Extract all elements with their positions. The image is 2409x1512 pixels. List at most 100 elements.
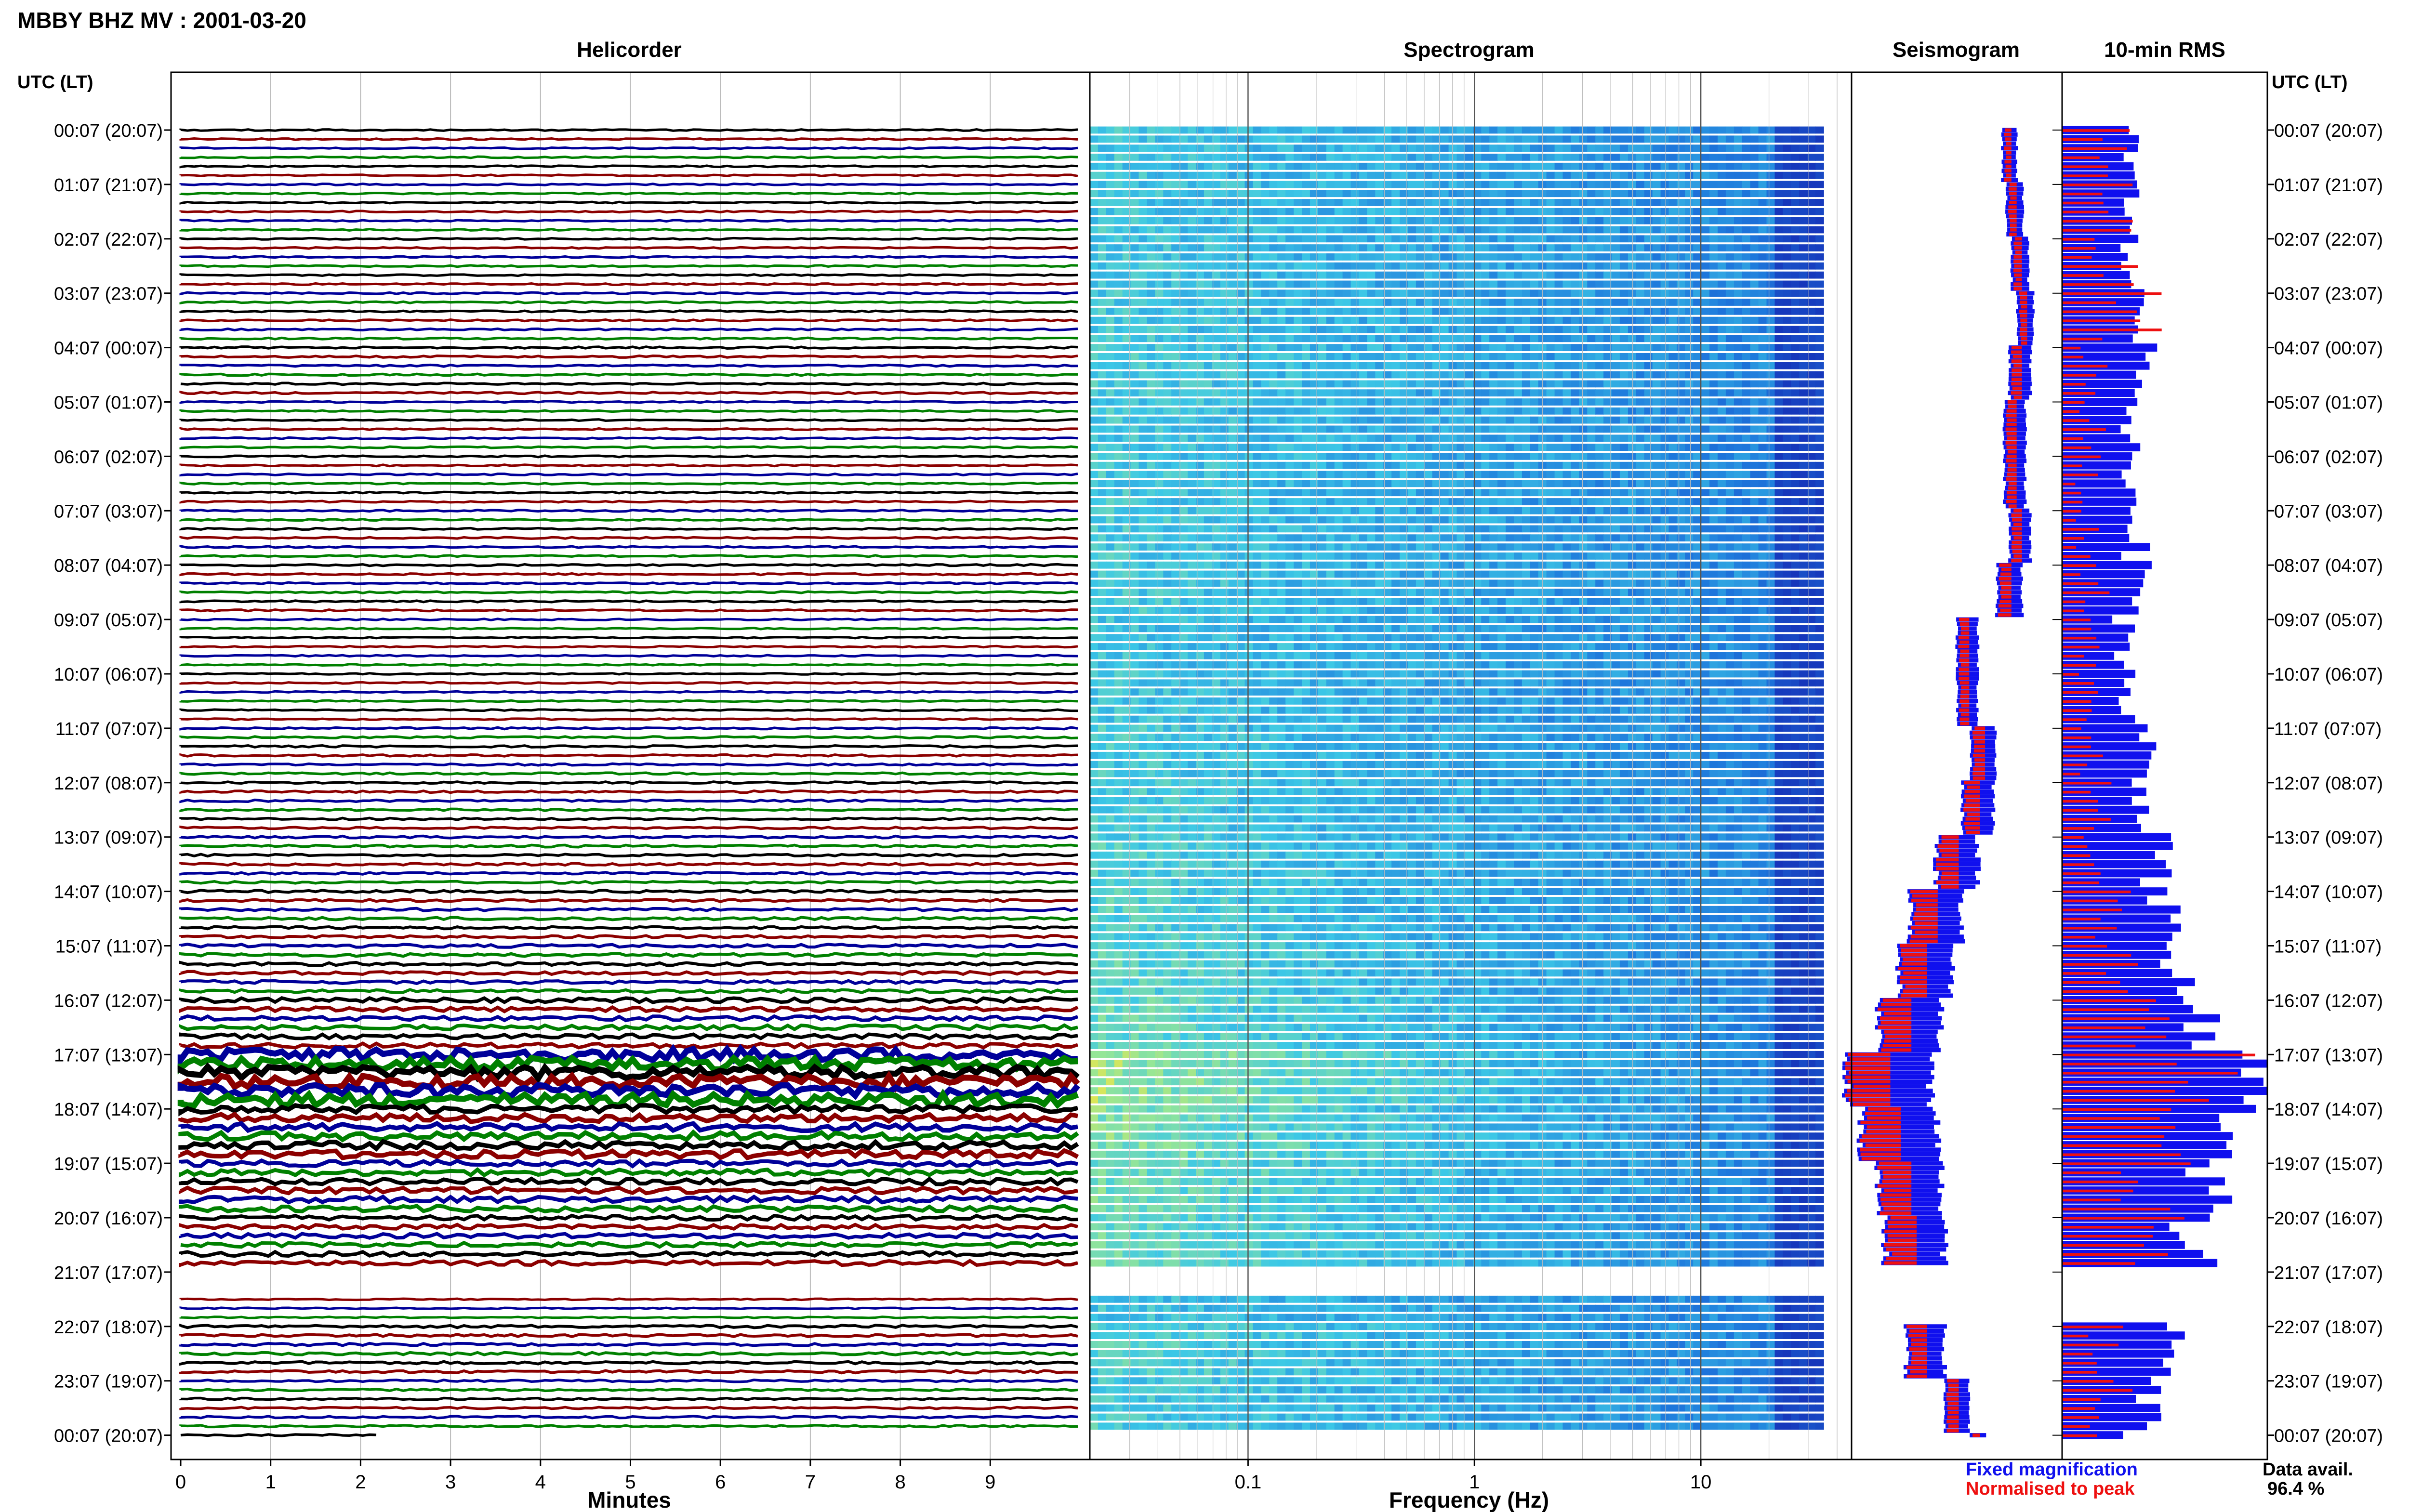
spectrogram-cell	[1090, 307, 1099, 315]
spectrogram-cell	[1693, 145, 1702, 152]
spectrogram-cell	[1506, 371, 1514, 379]
spectrogram-cell	[1448, 190, 1457, 197]
spectrogram-cell	[1546, 326, 1555, 333]
spectrogram-cell	[1758, 344, 1767, 351]
spectrogram-cell	[1603, 126, 1612, 134]
spectrogram-cell	[1497, 525, 1506, 533]
spectrogram-cell	[1440, 416, 1449, 424]
spectrogram-cell	[1318, 534, 1327, 542]
spectrogram-cell	[1595, 235, 1604, 243]
spectrogram-cell	[1090, 344, 1099, 351]
spectrogram-cell	[1725, 326, 1734, 333]
spectrogram-cell	[1587, 235, 1596, 243]
spectrogram-cell	[1766, 480, 1775, 487]
spectrogram-cell	[1660, 598, 1669, 605]
spectrogram-cell	[1562, 371, 1572, 379]
spectrogram-cell	[1473, 190, 1482, 197]
spectrogram-cell	[1432, 380, 1441, 388]
spectrogram-cell	[1554, 181, 1563, 188]
spectrogram-cell	[1668, 444, 1678, 451]
spectrogram-cell	[1758, 362, 1767, 369]
spectrogram-cell	[1693, 398, 1702, 406]
spectrogram-cell	[1701, 181, 1710, 188]
spectrogram-cell	[1718, 561, 1726, 569]
spectrogram-cell	[1774, 507, 1784, 514]
spectrogram-cell	[1261, 362, 1270, 369]
spectrogram-cell	[1408, 235, 1416, 243]
spectrogram-cell	[1400, 434, 1408, 442]
spectrogram-cell	[1571, 543, 1580, 551]
spectrogram-cell	[1506, 181, 1514, 188]
spectrogram-cell	[1383, 434, 1392, 442]
spectrogram-cell	[1709, 444, 1718, 451]
spectrogram-cell	[1196, 280, 1204, 288]
spectrogram-cell	[1448, 543, 1457, 551]
spectrogram-cell	[1783, 380, 1792, 388]
spectrogram-cell	[1138, 425, 1148, 433]
spectrogram-cell	[1285, 444, 1294, 451]
spectrogram-cell	[1489, 453, 1498, 460]
spectrogram-cell	[1677, 190, 1686, 197]
spectrogram-cell	[1244, 625, 1254, 632]
spectrogram-cell	[1465, 190, 1474, 197]
spectrogram-cell	[1514, 552, 1522, 560]
spectrogram-cell	[1522, 598, 1531, 605]
spectrogram-cell	[1571, 534, 1580, 542]
spectrogram-cell	[1253, 552, 1262, 560]
spectrogram-cell	[1587, 181, 1596, 188]
spectrogram-cell	[1725, 507, 1734, 514]
spectrogram-cell	[1481, 589, 1490, 596]
spectrogram-cell	[1734, 316, 1743, 324]
spectrogram-cell	[1579, 271, 1588, 279]
spectrogram-cell	[1204, 199, 1213, 206]
spectrogram-cell	[1244, 335, 1254, 342]
spectrogram-cell	[1179, 171, 1188, 179]
spectrogram-cell	[1701, 461, 1710, 469]
spectrogram-cell	[1579, 171, 1588, 179]
spectrogram-cell	[1693, 217, 1702, 224]
spectrogram-cell	[1693, 299, 1702, 306]
spectrogram-cell	[1114, 126, 1123, 134]
spectrogram-cell	[1522, 543, 1531, 551]
spectrogram-cell	[1090, 516, 1099, 524]
spectrogram-cell	[1571, 280, 1580, 288]
spectrogram-cell	[1253, 235, 1262, 243]
spectrogram-cell	[1603, 407, 1612, 415]
spectrogram-cell	[1424, 199, 1433, 206]
spectrogram-cell	[1603, 606, 1612, 614]
spectrogram-cell	[1530, 362, 1539, 369]
spectrogram-cell	[1236, 271, 1245, 279]
spectrogram-cell	[1098, 498, 1107, 505]
spectrogram-cell	[1244, 425, 1254, 433]
spectrogram-cell	[1204, 299, 1213, 306]
spectrogram-cell	[1546, 235, 1555, 243]
spectrogram-cell	[1440, 561, 1449, 569]
spectrogram-cell	[1375, 516, 1384, 524]
spectrogram-cell	[1530, 389, 1539, 397]
spectrogram-cell	[1628, 444, 1637, 451]
spectrogram-cell	[1530, 380, 1539, 388]
spectrogram-cell	[1310, 543, 1319, 551]
spectrogram-cell	[1448, 380, 1457, 388]
spectrogram-cell	[1375, 217, 1384, 224]
spectrogram-cell	[1106, 480, 1115, 487]
spectrogram-cell	[1261, 289, 1270, 297]
spectrogram-cell	[1506, 498, 1514, 505]
spectrogram-cell	[1400, 271, 1408, 279]
spectrogram-cell	[1709, 280, 1718, 288]
spectrogram-cell	[1530, 217, 1539, 224]
spectrogram-cell	[1579, 316, 1588, 324]
spectrogram-cell	[1228, 425, 1237, 433]
spectrogram-cell	[1758, 190, 1767, 197]
spectrogram-cell	[1285, 181, 1294, 188]
spectrogram-cell	[1163, 307, 1172, 315]
spectrogram-cell	[1155, 380, 1164, 388]
spectrogram-cell	[1668, 135, 1678, 143]
spectrogram-cell	[1489, 471, 1498, 478]
spectrogram-cell	[1644, 353, 1653, 360]
spectrogram-cell	[1302, 362, 1310, 369]
spectrogram-cell	[1424, 416, 1433, 424]
spectrogram-cell	[1693, 162, 1702, 170]
spectrogram-cell	[1636, 154, 1645, 161]
spectrogram-cell	[1416, 271, 1425, 279]
